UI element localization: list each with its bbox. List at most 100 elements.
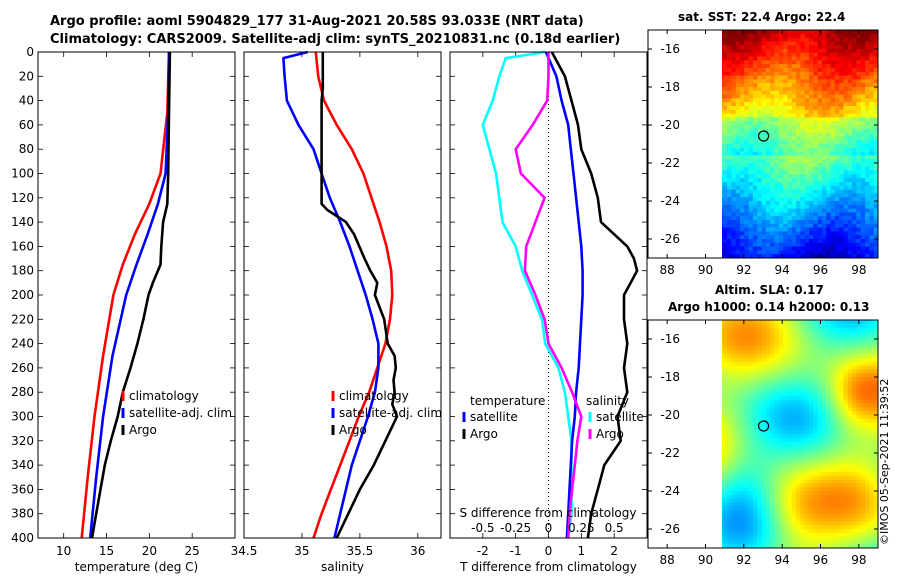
heatmap-cell <box>765 197 771 202</box>
y-tick-label: 160 <box>11 239 34 253</box>
heatmap-cell <box>834 125 840 130</box>
heatmap-cell <box>714 106 719 110</box>
heatmap-cell <box>774 540 780 545</box>
heatmap-cell <box>865 502 870 507</box>
y-tick-label: 280 <box>11 385 34 399</box>
heatmap-cell <box>847 460 853 465</box>
heatmap-cell <box>856 335 862 340</box>
heatmap-cell <box>774 220 780 225</box>
heatmap-cell <box>869 204 875 210</box>
heatmap-cell <box>770 151 776 156</box>
heatmap-cell <box>809 373 814 378</box>
heatmap-cell <box>800 342 806 348</box>
heatmap-cell <box>826 479 832 484</box>
heatmap-cell <box>847 83 853 88</box>
heatmap-cell <box>800 365 806 370</box>
heatmap-cell <box>817 113 823 118</box>
heatmap-cell <box>740 502 745 507</box>
heatmap-cell <box>839 204 845 210</box>
heatmap-cell <box>869 346 875 351</box>
heatmap-cell <box>830 525 836 530</box>
heatmap-cell <box>817 201 823 206</box>
heatmap-cell <box>778 64 784 69</box>
heatmap-cell <box>796 189 801 194</box>
heatmap-cell <box>735 479 741 484</box>
heatmap-cell <box>731 113 737 118</box>
heatmap-cell <box>787 384 793 389</box>
heatmap-cell <box>727 369 732 374</box>
heatmap-cell <box>847 94 853 99</box>
heatmap-cell <box>706 231 711 235</box>
heatmap-cell <box>752 68 758 73</box>
heatmap-cell <box>847 456 853 462</box>
heatmap-cell <box>787 178 793 183</box>
heatmap-cell <box>873 147 878 153</box>
heatmap-cell <box>856 498 862 503</box>
heatmap-cell <box>752 159 758 164</box>
heatmap-cell <box>706 480 711 484</box>
heatmap-cell <box>809 418 814 424</box>
heatmap-cell <box>740 83 745 88</box>
heatmap-cell <box>813 102 819 107</box>
heatmap-cell <box>706 60 711 64</box>
heatmap-cell <box>735 483 741 488</box>
heatmap-cell <box>787 223 793 229</box>
heatmap-cell <box>869 90 875 96</box>
heatmap-cell <box>761 41 767 46</box>
heatmap-cell <box>869 358 875 363</box>
heatmap-cell <box>727 365 732 370</box>
heatmap-cell <box>706 381 711 385</box>
heatmap-cell <box>873 182 878 187</box>
heatmap-cell <box>856 159 862 164</box>
heatmap-cell <box>752 204 758 210</box>
heatmap-cell <box>774 358 780 363</box>
heatmap-cell <box>830 464 836 469</box>
heatmap-cell <box>757 437 763 443</box>
heatmap-cell <box>830 339 836 344</box>
heatmap-cell <box>744 380 750 386</box>
heatmap-cell <box>852 430 858 435</box>
heatmap-cell <box>783 128 789 134</box>
heatmap-cell <box>748 220 754 225</box>
heatmap-cell <box>834 140 840 145</box>
heatmap-cell <box>821 182 827 187</box>
heatmap-cell <box>830 60 836 65</box>
heatmap-cell <box>770 98 776 103</box>
heatmap-cell <box>722 521 728 526</box>
heatmap-cell <box>787 361 793 367</box>
heatmap-cell <box>748 544 754 548</box>
heatmap-cell <box>722 87 724 92</box>
heatmap-cell <box>804 227 810 232</box>
heatmap-cell <box>821 30 827 35</box>
heatmap-cell <box>839 254 845 258</box>
heatmap-cell <box>847 521 853 526</box>
heatmap-cell <box>770 212 776 217</box>
heatmap-cell <box>765 83 771 88</box>
heatmap-cell <box>852 239 858 244</box>
heatmap-cell <box>821 98 827 103</box>
heatmap-cell <box>748 30 754 35</box>
title-line-1: Argo profile: aoml 5904829_177 31-Aug-20… <box>50 14 584 29</box>
heatmap-cell <box>796 75 801 80</box>
heatmap-cell <box>761 384 767 389</box>
heatmap-cell <box>800 174 806 179</box>
heatmap-cell <box>873 117 878 122</box>
heatmap-cell <box>757 235 763 240</box>
heatmap-cell <box>873 87 878 92</box>
heatmap-cell <box>778 532 784 538</box>
heatmap-cell <box>834 517 840 522</box>
heatmap-cell <box>765 220 771 225</box>
heatmap-cell <box>735 517 741 522</box>
heatmap-cell <box>817 52 823 58</box>
heatmap-cell <box>843 125 849 130</box>
heatmap-cell <box>783 216 789 221</box>
heatmap-cell <box>778 144 784 149</box>
heatmap-cell <box>834 94 840 99</box>
heatmap-cell <box>847 163 853 168</box>
heatmap-cell <box>770 449 776 454</box>
heatmap-cell <box>839 178 845 183</box>
heatmap-cell <box>813 37 819 42</box>
heatmap-cell <box>821 136 827 141</box>
heatmap-cell <box>757 64 763 69</box>
heatmap-cell <box>809 239 814 244</box>
